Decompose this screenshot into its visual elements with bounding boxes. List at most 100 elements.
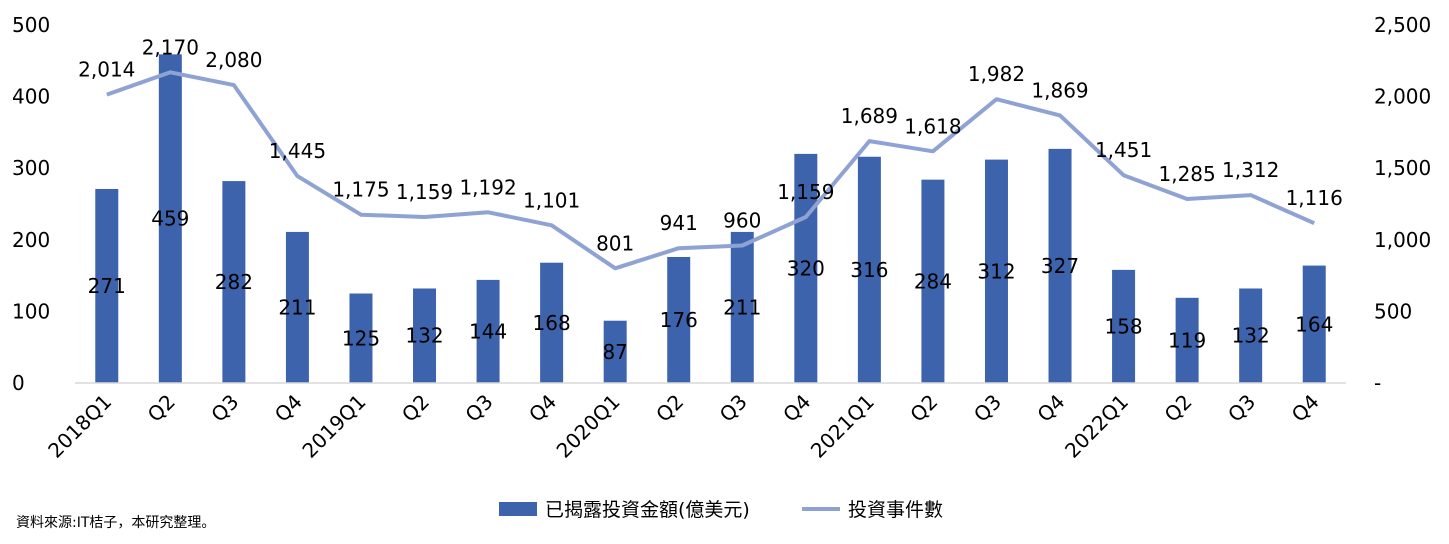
- line-data-label: 1,175: [332, 178, 389, 202]
- left-axis-tick-label: 100: [12, 299, 50, 323]
- bar: [1239, 288, 1263, 383]
- bar-data-label: 87: [602, 340, 627, 364]
- x-axis-tick-label: Q3: [715, 390, 752, 427]
- bar-data-label: 282: [215, 270, 253, 294]
- bar-data-label: 168: [533, 311, 571, 335]
- line-data-label: 1,192: [459, 175, 516, 199]
- x-axis-tick-label: Q2: [143, 390, 180, 427]
- left-axis-tick-label: 0: [12, 371, 25, 395]
- bar: [603, 320, 627, 383]
- x-axis-tick-label: Q3: [461, 390, 498, 427]
- line-data-label: 941: [660, 211, 698, 235]
- x-axis-tick-label: Q2: [397, 390, 434, 427]
- bar: [921, 179, 945, 383]
- x-axis-tick-label: Q2: [651, 390, 688, 427]
- bar: [285, 231, 309, 383]
- x-axis-tick-label: Q2: [1160, 390, 1197, 427]
- right-axis-tick-label: 1,500: [1374, 156, 1431, 180]
- x-axis-tick-label: Q4: [1032, 390, 1069, 427]
- line-data-label: 1,689: [841, 104, 898, 128]
- bar-series: [95, 54, 1326, 384]
- bar: [158, 54, 182, 384]
- x-axis-tick-label: 2020Q1: [552, 390, 625, 463]
- right-axis-tick-label: -: [1374, 371, 1381, 395]
- x-axis-tick-label: Q3: [969, 390, 1006, 427]
- left-axis-tick-label: 500: [12, 13, 50, 37]
- x-axis-tick-label: Q3: [206, 390, 243, 427]
- line-data-label: 1,445: [269, 139, 326, 163]
- left-axis-ticks: 0 100 200 300 400 500: [12, 13, 50, 395]
- line-series: [106, 70, 1316, 271]
- line-data-label: 960: [723, 209, 761, 233]
- source-note: 資料來源:IT桔子，本研究整理。: [16, 515, 216, 531]
- legend-line-label: 投資事件數: [848, 499, 943, 521]
- line-data-label: 1,159: [396, 180, 453, 204]
- left-axis-tick-label: 400: [12, 85, 50, 109]
- line-data-label: 1,101: [523, 188, 580, 212]
- line-data-label: 1,869: [1031, 78, 1088, 102]
- bar: [1048, 148, 1072, 383]
- bar: [222, 181, 246, 383]
- line-data-label: 1,285: [1158, 162, 1215, 186]
- x-axis-tick-label: 2018Q1: [43, 390, 116, 463]
- bar: [349, 293, 373, 383]
- bar: [476, 279, 500, 383]
- bar: [667, 256, 691, 383]
- line-data-label: 1,982: [968, 62, 1025, 86]
- bar: [413, 288, 437, 383]
- bar: [984, 159, 1008, 383]
- line-data-label: 1,312: [1222, 158, 1279, 182]
- line-data-label: 2,080: [205, 48, 262, 72]
- right-axis-tick-label: 1,000: [1374, 228, 1431, 252]
- legend-bar-swatch: [499, 502, 537, 516]
- bar-data-label: 132: [1232, 324, 1270, 348]
- bar-data-label: 144: [469, 319, 507, 343]
- x-axis-tick-label: Q4: [778, 390, 815, 427]
- bar: [540, 262, 564, 383]
- bar-data-label: 158: [1104, 314, 1142, 338]
- x-axis-tick-label: Q2: [905, 390, 942, 427]
- bar: [730, 231, 754, 383]
- bar-data-label: 312: [977, 259, 1015, 283]
- right-axis-tick-label: 2,500: [1374, 13, 1431, 37]
- bar-data-label: 316: [850, 258, 888, 282]
- x-axis-tick-label: 2019Q1: [297, 390, 370, 463]
- bar-data-label: 211: [278, 295, 316, 319]
- left-axis-tick-label: 200: [12, 228, 50, 252]
- line-data-label: 801: [596, 231, 634, 255]
- x-axis-tick-label: Q4: [1287, 390, 1324, 427]
- right-axis-ticks: - 500 1,000 1,500 2,000 2,500: [1374, 13, 1431, 395]
- legend-bar-label: 已揭露投資金額(億美元): [545, 499, 750, 521]
- x-axis-tick-label: 2022Q1: [1060, 390, 1133, 463]
- left-axis-tick-label: 300: [12, 156, 50, 180]
- line-data-label: 1,618: [904, 114, 961, 138]
- bar-data-label: 125: [342, 326, 380, 350]
- line-path: [106, 70, 1316, 271]
- x-axis-tick-label: 2021Q1: [806, 390, 879, 463]
- x-axis-tick-label: Q4: [524, 390, 561, 427]
- line-data-label: 1,451: [1095, 138, 1152, 162]
- bar-data-label: 211: [723, 295, 761, 319]
- bar-data-label: 320: [787, 256, 825, 280]
- bar-data-label: 271: [88, 274, 126, 298]
- x-axis-tick-label: Q4: [270, 390, 307, 427]
- right-axis-tick-label: 500: [1374, 299, 1412, 323]
- bar-data-label: 176: [660, 308, 698, 332]
- bar-data-label: 119: [1168, 328, 1206, 352]
- bar-data-label: 327: [1041, 254, 1079, 278]
- right-axis-tick-label: 2,000: [1374, 85, 1431, 109]
- x-axis-tick-label: Q3: [1223, 390, 1260, 427]
- bar: [857, 156, 881, 383]
- bar: [1112, 269, 1136, 383]
- legend: 已揭露投資金額(億美元) 投資事件數: [499, 499, 943, 521]
- bar: [95, 188, 119, 383]
- bar-data-label: 284: [914, 269, 952, 293]
- bar: [1175, 297, 1199, 383]
- line-data-label: 1,159: [777, 180, 834, 204]
- line-data-label: 1,116: [1286, 186, 1343, 210]
- line-data-label: 2,170: [142, 35, 199, 59]
- bar-data-label: 164: [1295, 312, 1333, 336]
- bar-data-labels: 271 459 282 211 125 132 144 168 87 176 211 320 316 28…: [88, 207, 1334, 364]
- bar: [1302, 265, 1326, 383]
